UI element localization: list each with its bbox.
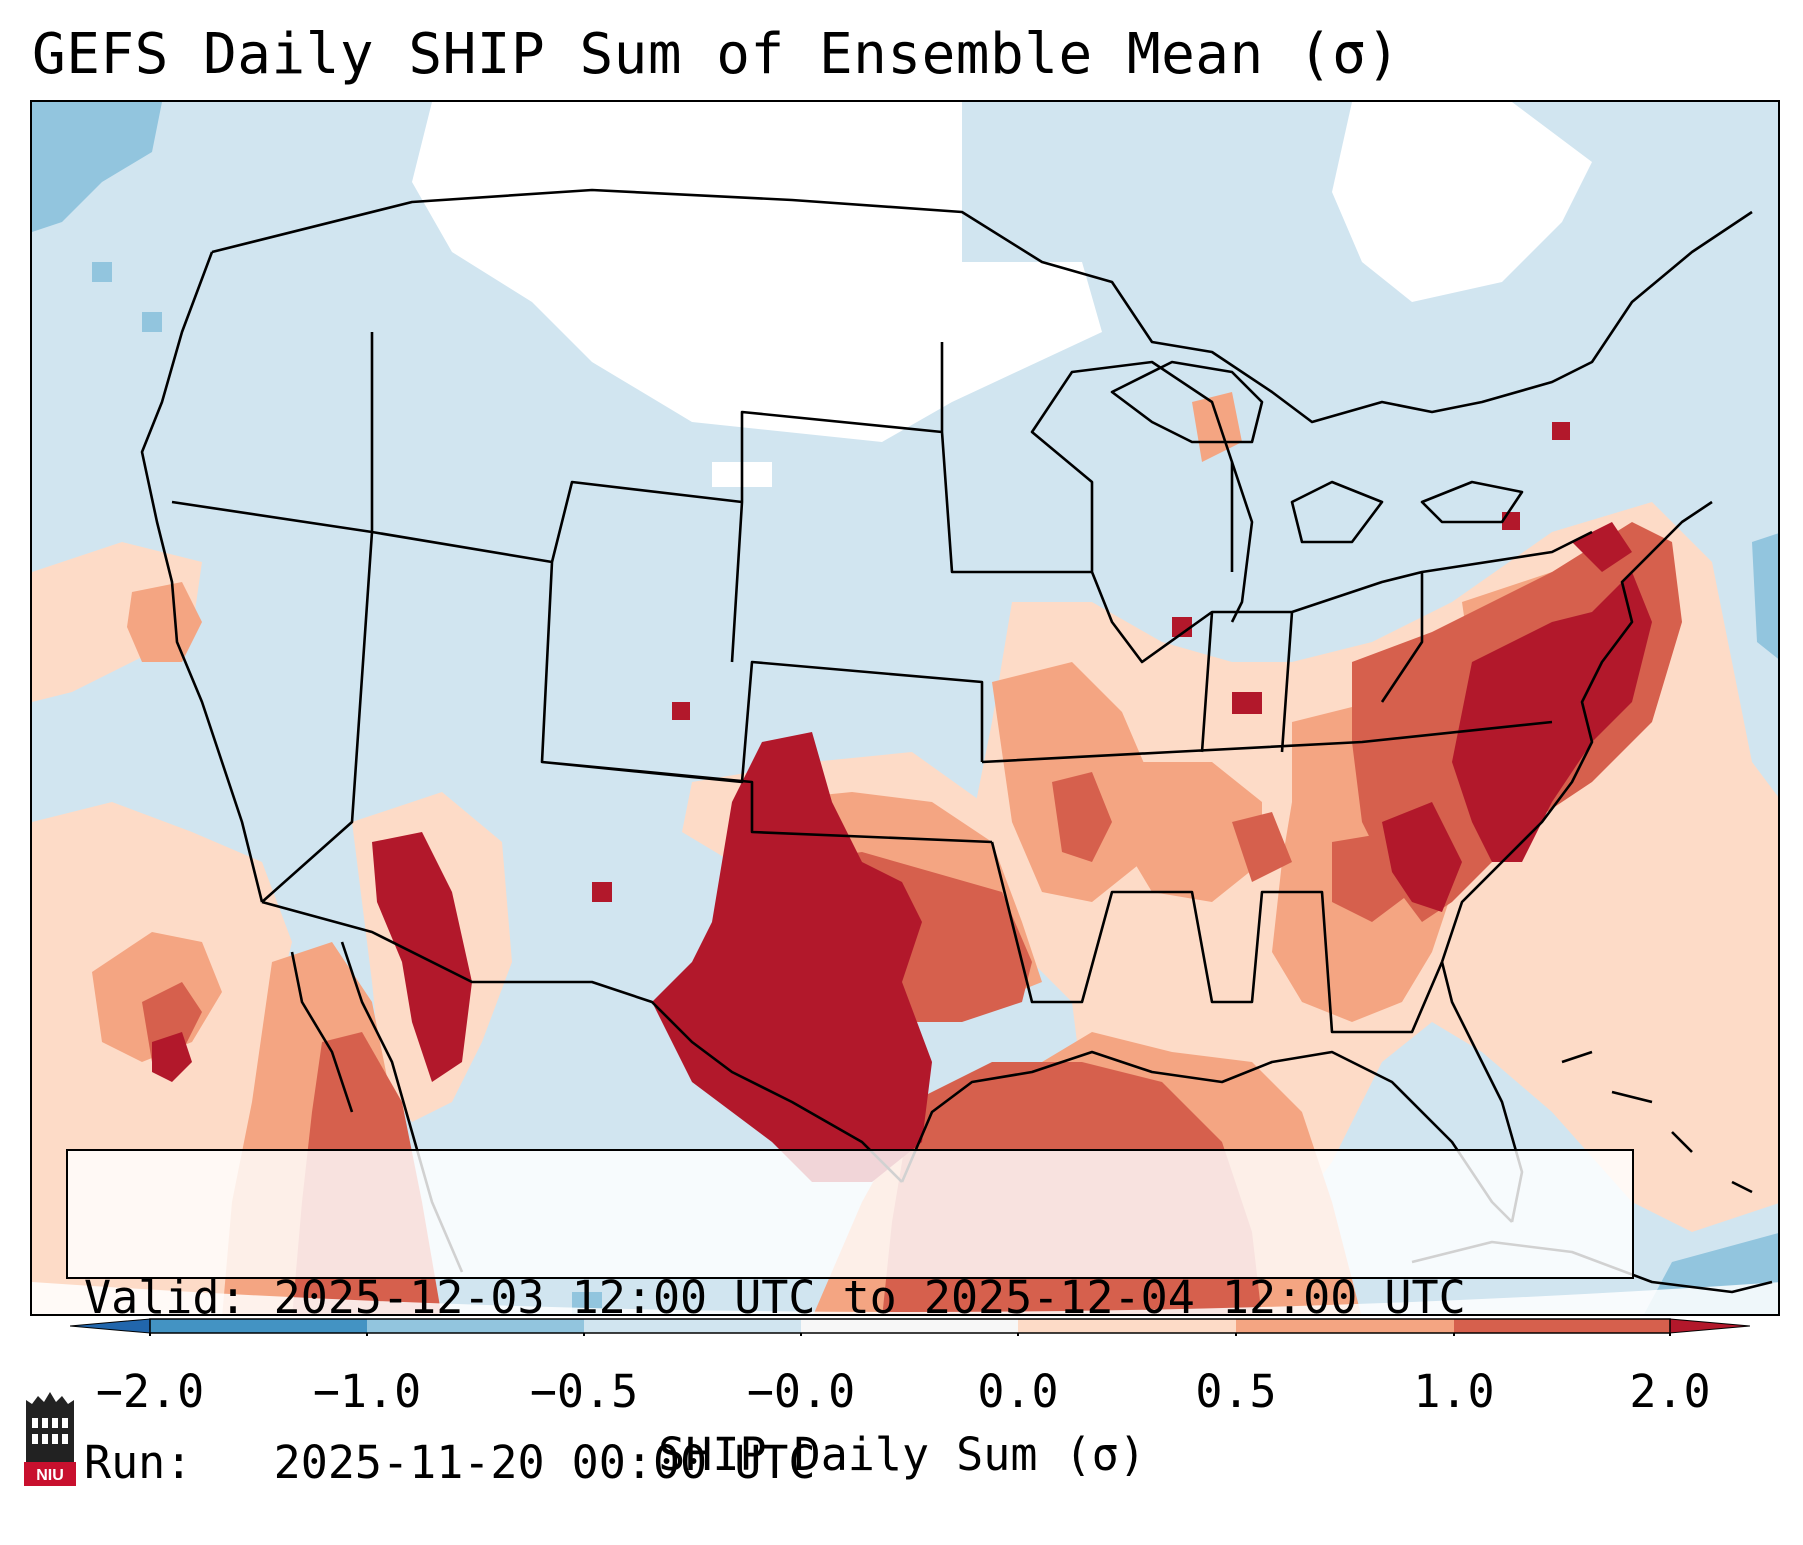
state-lines-east	[981, 360, 1593, 1034]
niu-logo: NIU	[24, 1392, 76, 1486]
pacific-coast	[140, 251, 264, 903]
map-projection-edge	[32, 1282, 1778, 1314]
us-mexico-border	[261, 900, 903, 1183]
valid-time-text: Valid: 2025-12-03 12:00 UTC to 2025-12-0…	[84, 1271, 1466, 1324]
colorbar-bin-0-05	[1018, 1319, 1236, 1333]
colorbar-tick-label: −2.0	[95, 1365, 205, 1418]
colorbar-tick-label: −0.5	[529, 1365, 639, 1418]
anomaly-near-zero-regions	[412, 102, 1592, 487]
colorbar-bin-1-2	[1454, 1319, 1670, 1333]
colorbar-tick-label: 0.0	[977, 1365, 1059, 1418]
colorbar-bin-neg05-neg0	[584, 1319, 801, 1333]
colorbar-extend-high	[1669, 1318, 1750, 1334]
political-boundaries	[140, 188, 1773, 1294]
colorbar-label: SHIP Daily Sum (σ)	[658, 1428, 1146, 1481]
colorbar-bin-05-1	[1236, 1319, 1454, 1333]
colorbar-bin-neg2-neg1	[150, 1319, 367, 1333]
colorbar-tick-label: 1.0	[1413, 1365, 1495, 1418]
colorbar-tick-label: −0.0	[746, 1365, 856, 1418]
colorbar-tick-label: 2.0	[1629, 1365, 1711, 1418]
run-time-text: Run: 2025-11-20 00:00 UTC	[84, 1436, 816, 1489]
map-panel[interactable]	[30, 100, 1780, 1316]
colorbar-bin-neg1-neg05	[367, 1319, 584, 1333]
state-lines-west	[171, 332, 1092, 903]
colorbar-tick-label: −1.0	[312, 1365, 422, 1418]
svg-text:NIU: NIU	[36, 1467, 64, 1484]
gulf-coast	[900, 1050, 1513, 1223]
great-lakes-outline	[1110, 360, 1524, 623]
bahamas-outline	[1561, 1050, 1753, 1194]
valid-run-info-box: Valid: 2025-12-03 12:00 UTC to 2025-12-0…	[66, 1149, 1634, 1489]
atlantic-coast	[1440, 500, 1713, 963]
colorbar-extend-low	[70, 1318, 151, 1334]
chart-title: GEFS Daily SHIP Sum of Ensemble Mean (σ)	[32, 22, 1401, 87]
colorbar-tick-label: 0.5	[1195, 1365, 1277, 1418]
us-canada-border	[211, 188, 1753, 424]
map-canvas	[32, 102, 1778, 1314]
colorbar	[70, 1318, 1750, 1336]
colorbar-bin-neg0-0	[801, 1319, 1018, 1333]
